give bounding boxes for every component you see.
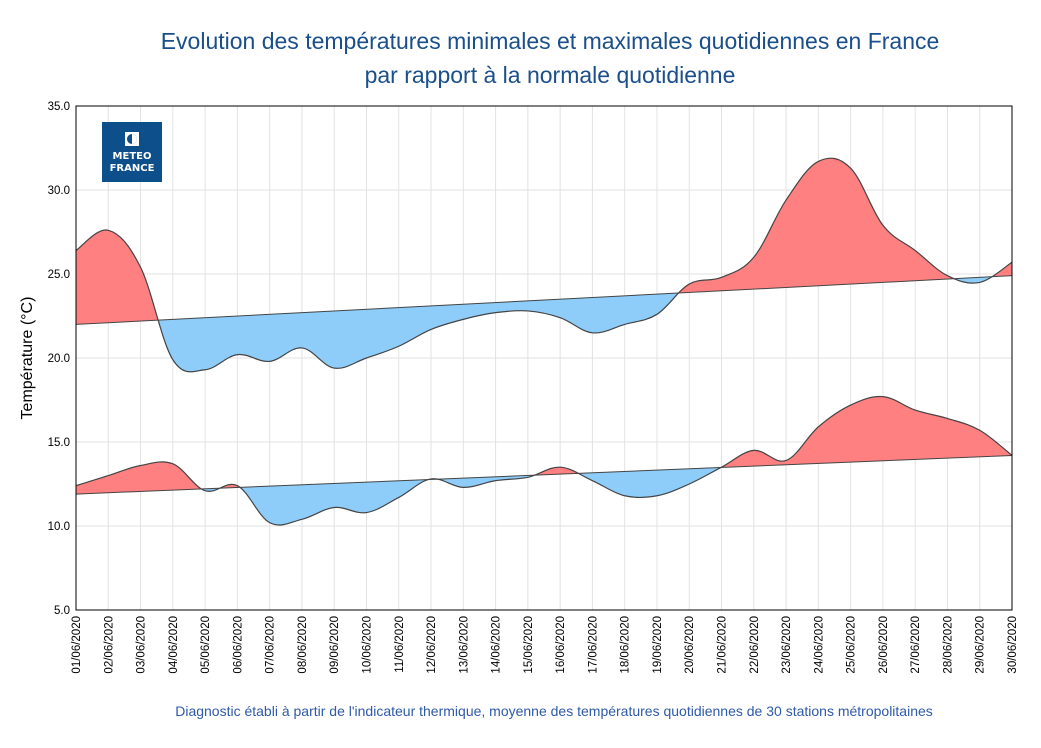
x-tick-label: 01/06/2020: [71, 616, 83, 674]
y-tick-label: 10.0: [48, 521, 70, 533]
x-tick-label: 21/06/2020: [717, 616, 729, 674]
x-tick-label: 05/06/2020: [200, 616, 212, 674]
below-normal-area: [76, 455, 1012, 525]
normal-line: [75, 454, 1013, 495]
x-tick-label: 17/06/2020: [587, 616, 599, 674]
x-tick-label: 22/06/2020: [749, 616, 761, 674]
x-tick-label: 08/06/2020: [297, 616, 309, 674]
y-tick-label: 5.0: [54, 605, 70, 617]
x-tick-label: 26/06/2020: [878, 616, 890, 674]
chart-title-line1: Evolution des températures minimales et …: [160, 28, 940, 54]
y-tick-label: 25.0: [48, 269, 70, 281]
x-tick-label: 29/06/2020: [975, 616, 987, 674]
y-axis-label: Température (°C): [19, 297, 36, 420]
x-tick-label: 14/06/2020: [491, 616, 503, 674]
x-tick-label: 25/06/2020: [846, 616, 858, 674]
x-tick-label: 12/06/2020: [426, 616, 438, 674]
x-tick-label: 18/06/2020: [620, 616, 632, 674]
x-tick-label: 07/06/2020: [265, 616, 277, 674]
x-tick-label: 16/06/2020: [555, 616, 567, 674]
x-tick-label: 19/06/2020: [652, 616, 664, 674]
y-tick-label: 30.0: [48, 185, 70, 197]
x-tick-label: 04/06/2020: [168, 616, 180, 674]
footer-note: Diagnostic établi à partir de l'indicate…: [175, 703, 933, 719]
logo-text-2: FRANCE: [110, 163, 155, 174]
y-tick-label: 15.0: [48, 437, 70, 449]
x-tick-label: 11/06/2020: [394, 616, 406, 673]
x-tick-label: 20/06/2020: [684, 616, 696, 674]
below-normal-area: [76, 275, 1012, 372]
x-tick-label: 24/06/2020: [813, 616, 825, 674]
x-tick-label: 09/06/2020: [329, 616, 341, 674]
y-tick-label: 35.0: [48, 101, 70, 113]
x-tick-label: 13/06/2020: [458, 616, 470, 674]
x-tick-label: 10/06/2020: [361, 616, 373, 674]
x-tick-label: 23/06/2020: [781, 616, 793, 674]
max-temperature-line: [75, 157, 1013, 373]
logo-text-1: METEO: [113, 151, 152, 162]
x-tick-label: 28/06/2020: [942, 616, 954, 674]
x-tick-label: 03/06/2020: [136, 616, 148, 674]
plot-frame: [75, 105, 1013, 611]
x-tick-label: 27/06/2020: [910, 616, 922, 674]
normal-line: [75, 275, 1013, 325]
x-tick-label: 30/06/2020: [1007, 616, 1019, 674]
min-temperature-line: [75, 395, 1013, 526]
chart-title-line2: par rapport à la normale quotidienne: [364, 62, 736, 88]
x-tick-label: 06/06/2020: [232, 616, 244, 674]
meteo-france-logo: METEO FRANCE: [102, 122, 162, 182]
y-tick-label: 20.0: [48, 353, 70, 365]
x-tick-label: 02/06/2020: [103, 616, 115, 674]
x-tick-label: 15/06/2020: [523, 616, 535, 674]
